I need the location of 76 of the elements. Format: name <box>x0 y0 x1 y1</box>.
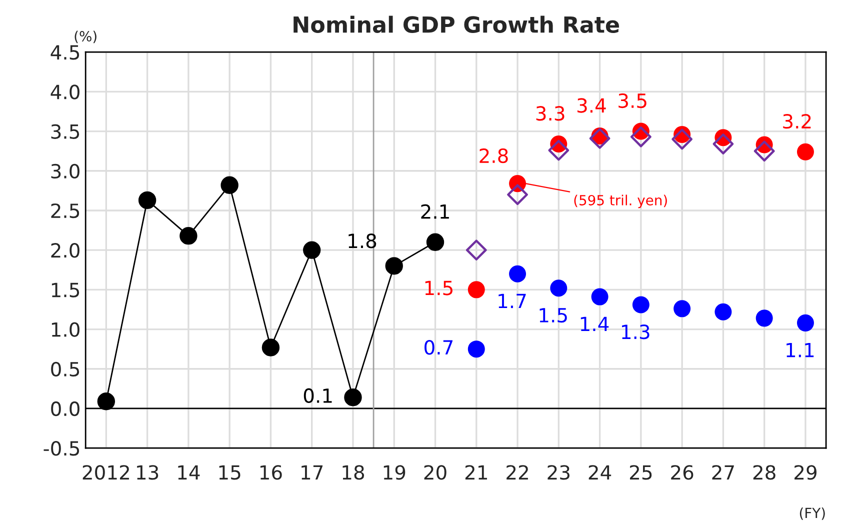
point <box>509 265 526 282</box>
data-label: 0.7 <box>424 340 453 355</box>
point <box>796 143 814 160</box>
x-tick-label: 21 <box>465 465 487 480</box>
point <box>796 314 814 332</box>
data-label: 1.3 <box>622 324 650 340</box>
x-tick-label: 2012 <box>82 465 129 480</box>
point <box>302 241 321 259</box>
x-tick-label: 20 <box>424 465 446 480</box>
data-label: 0.1 <box>304 388 332 404</box>
data-label: 2.8 <box>480 148 508 164</box>
data-label: 3.5 <box>618 93 646 108</box>
point <box>714 303 732 320</box>
x-tick-label: 17 <box>302 465 323 480</box>
x-tick-label: 28 <box>753 465 776 480</box>
data-label: 2.1 <box>421 204 449 219</box>
x-tick-label: 25 <box>630 465 652 480</box>
x-tick-label: 29 <box>794 465 816 480</box>
chart-title: Nominal GDP Growth Rate <box>294 16 619 33</box>
point <box>468 281 485 298</box>
data-label: 3.4 <box>577 98 606 113</box>
data-label: 1.1 <box>786 342 814 358</box>
data-label: 1.8 <box>348 234 376 248</box>
point <box>548 140 570 161</box>
point <box>385 257 403 275</box>
data-label: 3.2 <box>783 114 811 129</box>
x-tick-label: 22 <box>506 465 528 480</box>
y-tick-label: 1.0 <box>52 322 80 337</box>
data-label: 1.7 <box>498 294 526 308</box>
y-tick-label: 1.5 <box>52 282 80 298</box>
point <box>756 310 773 327</box>
y-tick-label: 2.5 <box>51 203 80 218</box>
point <box>674 300 691 318</box>
x-tick-label: 13 <box>137 465 158 480</box>
x-axis-title: (FY) <box>800 507 825 520</box>
data-label: 1.5 <box>540 308 567 323</box>
point <box>589 128 610 149</box>
x-tick-label: 26 <box>671 465 694 480</box>
point <box>426 233 444 252</box>
x-tick-label: 16 <box>260 465 282 480</box>
point <box>180 226 198 245</box>
point <box>630 126 652 148</box>
x-tick-label: 19 <box>384 465 406 480</box>
x-tick-label: 27 <box>712 465 734 480</box>
data-label: 3.3 <box>536 106 564 121</box>
x-tick-label: 23 <box>548 465 570 480</box>
point <box>591 288 608 306</box>
point <box>466 240 487 261</box>
y-tick-label: -0.5 <box>44 441 80 456</box>
point <box>754 140 775 162</box>
y-tick-label: 2.0 <box>51 243 80 258</box>
y-tick-label: 3.5 <box>51 124 80 139</box>
point <box>550 280 568 297</box>
y-tick-label: 4.0 <box>50 84 80 100</box>
point <box>344 388 362 406</box>
point <box>220 176 238 194</box>
x-tick-label: 14 <box>178 465 200 480</box>
point <box>672 128 692 150</box>
point <box>468 340 485 358</box>
point <box>632 296 650 314</box>
point <box>712 134 734 154</box>
point <box>97 392 116 410</box>
y-axis-title: (%) <box>74 30 96 44</box>
x-tick-label: 24 <box>588 465 612 480</box>
point <box>507 184 528 206</box>
point <box>262 338 280 356</box>
y-tick-label: 3.0 <box>51 164 80 179</box>
x-tick-label: 15 <box>219 465 240 480</box>
point <box>138 191 156 210</box>
y-tick-label: 0.5 <box>51 362 80 377</box>
annotation: (595 tril. yen) <box>574 194 667 208</box>
data-label: 1.4 <box>580 316 609 332</box>
x-tick-label: 18 <box>342 465 364 480</box>
y-tick-label: 0.0 <box>51 401 80 416</box>
y-tick-label: 4.5 <box>50 45 80 60</box>
data-label: 1.5 <box>425 280 452 296</box>
